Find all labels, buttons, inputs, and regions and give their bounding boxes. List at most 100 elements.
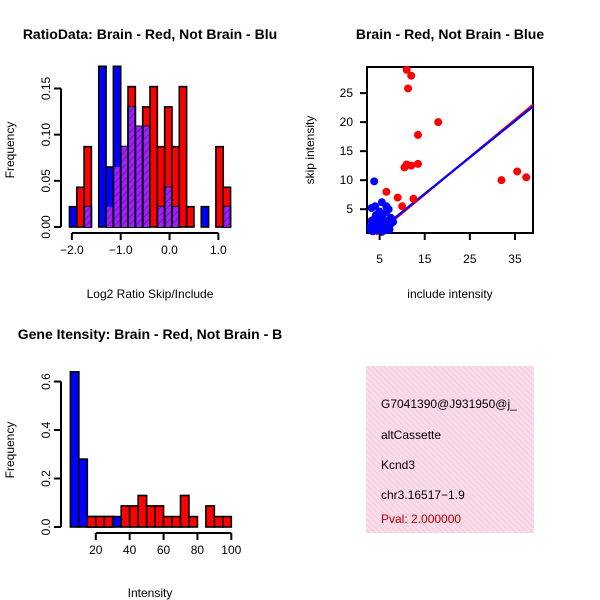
scatter-axes: 5 15 25 35 5 10 15 20 25: [340, 86, 522, 266]
scatter-y-tick-label-2: 15: [340, 144, 354, 158]
p3-x-tick-label-4: 100: [221, 543, 241, 557]
p1-bar-overlap-13: [165, 187, 171, 227]
p3-x-tick-label-0: 20: [89, 543, 103, 557]
intensity-histogram-panel: Gene Itensity: Brain - Red, Not Brain - …: [3, 326, 282, 600]
scatter-points: [366, 65, 531, 236]
intensity-histogram-ylabel: Frequency: [3, 422, 17, 479]
p1-bar-blue-0: [68, 205, 78, 228]
scatter-point-blue-27: [381, 226, 390, 235]
p3-y-tick-label-0: 0.0: [39, 518, 53, 535]
scatter-point-blue-31: [375, 220, 384, 229]
intensity-histogram-xlabel: Intensity: [128, 586, 173, 600]
p3-bar-red-10: [154, 505, 165, 528]
p1-bar-red-11: [149, 85, 159, 228]
p3-bar-red-17: [213, 515, 224, 528]
scatter-point-blue-9: [382, 208, 391, 217]
p1-bar-overlap-14: [172, 206, 179, 227]
p1-y-tick-label-3: 0.15: [39, 76, 53, 100]
p1-y-tick-label-0: 0.00: [39, 215, 53, 239]
p1-bar-overlap-21: [224, 206, 230, 227]
p3-x-tick-label-3: 80: [191, 543, 205, 557]
scatter-point-blue-29: [366, 225, 375, 234]
scatter-point-red-14: [409, 194, 418, 203]
p1-x-tick-label-2: 0.0: [161, 243, 178, 257]
p1-bar-red-16: [185, 205, 195, 228]
p1-bar-blue-4: [97, 65, 107, 228]
scatter-point-red-15: [398, 202, 407, 211]
p3-y-tick-label-1: 0.2: [39, 470, 53, 487]
p3-y-tick-label-2: 0.4: [39, 421, 53, 438]
intensity-histogram-title: Gene Itensity: Brain - Red, Not Brain - …: [18, 326, 282, 342]
p3-bar-red-11: [162, 515, 173, 528]
scatter-x-tick-label-0: 5: [376, 252, 383, 266]
scatter-x-tick-label-3: 35: [508, 252, 522, 266]
scatter-plot-box: [366, 66, 534, 234]
event-id-text: G7041390@J931950@j_: [381, 397, 517, 411]
p1-bar-red-15: [178, 85, 188, 228]
ratio-histogram-title: RatioData: Brain - Red, Not Brain - Blu: [23, 26, 277, 42]
p1-bar-overlap-12: [158, 206, 164, 227]
scatter-fit-lines: [375, 103, 534, 236]
p1-bar-overlap-9: [136, 126, 142, 227]
scatter-y-tick-label-1: 10: [340, 173, 354, 187]
p3-bar-red-2: [86, 515, 97, 528]
scatter-point-red-1: [407, 71, 416, 80]
p1-bar-overlap-7: [121, 146, 128, 227]
ratio-histogram-ylabel: Frequency: [3, 122, 17, 179]
scatter-y-tick-label-0: 5: [346, 202, 353, 216]
genomic-location-text: chr3.16517−1.9: [381, 488, 465, 502]
p3-bar-red-12: [171, 515, 182, 528]
fit-line-blue: [375, 105, 534, 234]
p3-x-tick-label-2: 60: [157, 543, 171, 557]
ratio-histogram-bars: [68, 65, 232, 228]
p3-bar-red-18: [222, 515, 233, 528]
intensity-scatter-panel: Brain - Red, Not Brain - Blue 5 15 25 35 5 10…: [303, 26, 544, 301]
p3-bar-red-9: [145, 505, 156, 528]
p3-bar-blue-5: [111, 515, 123, 528]
p3-bar-red-16: [205, 505, 216, 528]
scatter-point-red-12: [382, 187, 391, 196]
scatter-point-red-11: [522, 173, 531, 182]
p1-x-tick-label-0: −2.0: [60, 243, 84, 257]
p1-bar-blue-18: [200, 205, 210, 228]
p3-bar-red-7: [128, 505, 139, 528]
intensity-histogram-axes: 20 40 60 80 100 0.0 0.2 0.4 0.6: [39, 373, 242, 557]
scatter-ylabel: skip intensity: [303, 116, 317, 185]
p3-bar-blue-0: [69, 371, 80, 528]
p3-x-tick-label-1: 40: [123, 543, 137, 557]
p1-bar-overlap-8: [129, 106, 135, 227]
ratio-histogram-axes: −2.0 −1.0 0.0 1.0 0.00 0.05 0.10 0.15: [39, 76, 227, 257]
p1-bar-red-1: [75, 186, 85, 228]
p1-bar-overlap-6: [114, 166, 120, 227]
ratio-histogram-panel: RatioData: Brain - Red, Not Brain - Blu …: [3, 26, 277, 301]
event-type-text: altCassette: [381, 428, 441, 442]
p3-y-tick-label-3: 0.6: [39, 373, 53, 390]
p1-bar-overlap-5: [107, 206, 113, 227]
p1-x-tick-label-1: −1.0: [109, 243, 133, 257]
p3-bar-red-8: [137, 494, 148, 528]
scatter-point-red-9: [497, 176, 506, 185]
p3-bar-red-4: [103, 515, 114, 528]
p3-bar-red-14: [188, 515, 199, 528]
scatter-title: Brain - Red, Not Brain - Blue: [356, 26, 544, 42]
scatter-x-tick-label-1: 15: [418, 252, 432, 266]
p1-y-tick-label-2: 0.10: [39, 123, 53, 147]
scatter-point-red-2: [404, 84, 413, 93]
scatter-point-red-7: [407, 161, 416, 170]
scatter-point-blue-2: [371, 202, 380, 211]
info-box-background: [366, 366, 534, 533]
p3-bar-red-6: [120, 505, 131, 528]
scatter-y-tick-label-3: 20: [340, 115, 354, 129]
scatter-point-red-4: [413, 130, 422, 139]
scatter-point-red-10: [513, 167, 522, 176]
scatter-xlabel: include intensity: [407, 287, 492, 301]
scatter-point-red-3: [434, 118, 443, 127]
gene-name-text: Kcnd3: [381, 458, 415, 472]
event-info-panel: G7041390@J931950@j_ altCassette Kcnd3 ch…: [366, 366, 534, 533]
p3-bar-blue-1: [78, 458, 89, 528]
scatter-point-red-13: [393, 193, 402, 202]
intensity-histogram-bars: [69, 371, 233, 528]
p1-y-tick-label-1: 0.05: [39, 169, 53, 193]
scatter-point-blue-28: [389, 217, 398, 226]
